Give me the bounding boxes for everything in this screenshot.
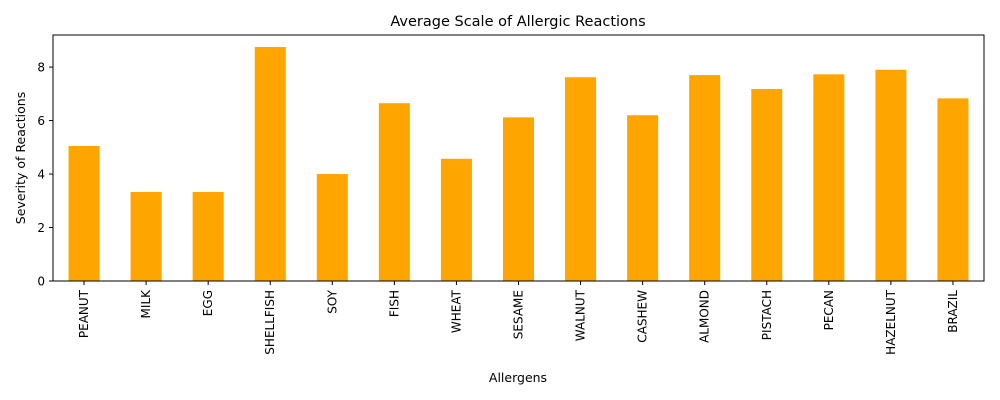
x-tick-label: SHELLFISH	[263, 290, 277, 355]
x-tick-label: BRAZIL	[946, 290, 960, 333]
bar-almond	[689, 75, 721, 281]
bar-pistach	[751, 89, 783, 281]
y-tick-label: 2	[37, 221, 45, 235]
x-tick-label: HAZELNUT	[884, 289, 898, 354]
x-tick-label: FISH	[387, 290, 401, 317]
x-tick-label: WALNUT	[574, 289, 588, 341]
bar-egg	[192, 191, 224, 281]
x-axis-label: Allergens	[489, 370, 547, 385]
x-tick-label: PEANUT	[77, 289, 91, 338]
bars-group	[68, 47, 969, 282]
bar-hazelnut	[875, 69, 907, 281]
chart-title: Average Scale of Allergic Reactions	[390, 14, 645, 30]
bar-brazil	[937, 98, 969, 282]
y-tick-label: 6	[37, 114, 45, 128]
bar-shellfish	[254, 47, 286, 281]
bar-wheat	[440, 158, 472, 281]
axes-group: 0 2 4 6 8 PEANUT MILK EGG SHELLFISH SOY FISH WHEAT S…	[37, 34, 985, 355]
x-tick-label: PECAN	[822, 290, 836, 330]
x-tick-label: PISTACH	[760, 290, 774, 340]
bar-walnut	[565, 77, 597, 281]
x-tick-label: WHEAT	[449, 289, 463, 333]
bar-peanut	[68, 145, 100, 281]
x-tick-label: MILK	[139, 289, 153, 319]
bar-pecan	[813, 74, 845, 281]
x-tick-label: ALMOND	[698, 290, 712, 343]
x-tick-label: CASHEW	[636, 290, 650, 343]
y-tick-label: 0	[37, 275, 45, 289]
bar-milk	[130, 191, 162, 281]
y-tick-label: 8	[37, 61, 45, 75]
bar-fish	[378, 103, 410, 282]
y-tick-label: 4	[37, 168, 45, 182]
bar-sesame	[502, 117, 535, 281]
bar-cashew	[627, 115, 659, 281]
bar-soy	[316, 174, 348, 281]
x-tick-label: SESAME	[512, 290, 526, 339]
x-tick-label: EGG	[201, 290, 215, 316]
y-axis-label: Severity of Reactions	[13, 92, 28, 224]
x-tick-label: SOY	[325, 289, 339, 313]
